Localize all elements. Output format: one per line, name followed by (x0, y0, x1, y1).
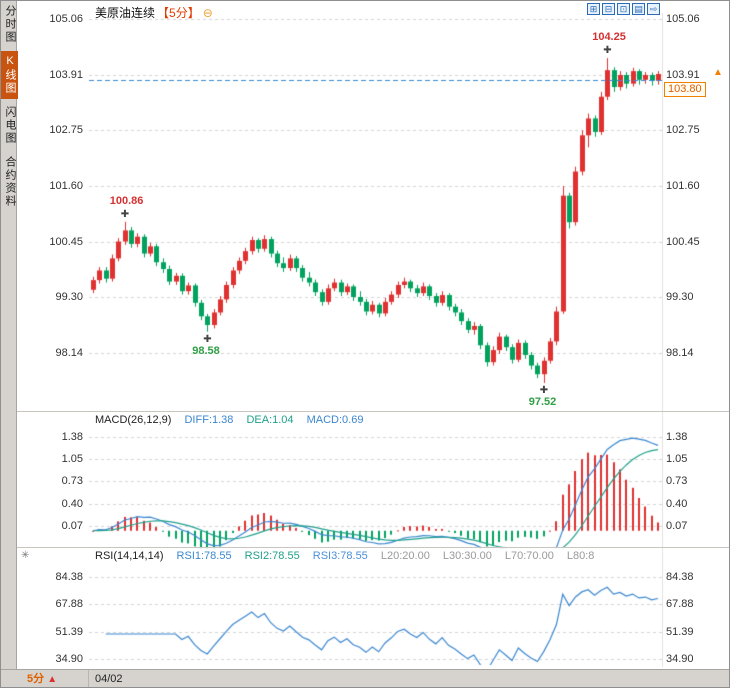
price-annotation: 98.58 (192, 344, 220, 357)
y-axis-tick: 99.30 (55, 291, 83, 303)
y-axis-tick: 51.39 (666, 625, 694, 638)
y-axis-tick: 67.88 (55, 598, 83, 611)
page-forward-icon[interactable]: ⇨ (647, 3, 660, 15)
annotation-cross-icon: ✚ (603, 45, 612, 57)
rsi3-value: RSI3:78.55 (312, 550, 368, 562)
sidebar-tab-1[interactable]: K线图 (1, 51, 18, 99)
y-axis-tick: 102.75 (666, 124, 700, 137)
macd-macd-value: MACD:0.69 (306, 414, 364, 426)
y-axis-tick: 34.90 (55, 653, 83, 665)
price-annotation: 104.25 (592, 31, 626, 44)
annotation-cross-icon: ✚ (539, 384, 549, 396)
period-label: 5分 (27, 673, 45, 685)
price-annotation: 97.52 (528, 395, 557, 408)
sidebar-tab-3[interactable]: 合约资料 (4, 156, 16, 208)
period-arrow-icon: ▲ (47, 674, 58, 685)
layout-single-icon[interactable]: ⊡ (617, 3, 630, 15)
rsi1-value: RSI1:78.55 (176, 550, 232, 562)
y-axis-tick: 1.38 (666, 431, 688, 443)
rsi-l80-level: L80:8 (566, 550, 595, 562)
y-axis-tick: 51.39 (55, 625, 83, 638)
macd-diff-value: DIFF:1.38 (184, 414, 234, 426)
x-axis-date-label: 04/02 (95, 673, 123, 685)
collapse-icon[interactable]: ⊖ (202, 6, 213, 20)
current-price-tag: 103.80 (664, 81, 706, 97)
y-axis-tick: 1.38 (61, 431, 83, 443)
y-axis-tick: 0.07 (666, 520, 688, 532)
symbol-title: 美原油连续 (95, 6, 156, 20)
annotation-cross-icon: ✚ (203, 333, 212, 345)
annotation-cross-icon: ✚ (120, 208, 130, 220)
layout-grid-icon[interactable]: ⊞ (587, 3, 600, 15)
y-axis-tick: 98.14 (666, 347, 694, 359)
y-axis-tick: 34.90 (666, 653, 694, 665)
sidebar: 分时图 K线图闪电图合约资料 (1, 1, 18, 669)
y-axis-tick: 67.88 (666, 598, 694, 611)
y-axis-tick: 102.75 (49, 124, 83, 137)
y-axis-tick: 101.60 (49, 180, 83, 192)
rsi-l70-level: L70:70.00 (504, 550, 554, 562)
period-tag: 【5分】 (157, 6, 200, 20)
rsi2-value: RSI2:78.55 (244, 550, 300, 562)
y-axis-tick: 103.91 (666, 68, 700, 81)
y-axis-tick: 0.73 (61, 475, 83, 488)
y-axis-tick: 1.05 (61, 453, 83, 466)
rsi-l20-level: L20:20.00 (380, 550, 430, 562)
rsi-l30-level: L30:30.00 (442, 550, 492, 562)
y-axis-tick: 0.07 (61, 520, 83, 532)
macd-header: MACD(26,12,9) DIFF:1.38 DEA:1.04 MACD:0.… (95, 414, 373, 426)
y-axis-tick: 0.40 (666, 497, 688, 510)
price-annotation: 100.86 (109, 194, 144, 207)
y-axis-tick: 98.14 (55, 347, 83, 359)
sidebar-tab-0[interactable]: 分时图 (4, 5, 16, 44)
price-alert-arrow[interactable]: ▲ (713, 66, 723, 78)
y-axis-tick: 105.06 (49, 13, 83, 25)
y-axis-tick: 100.45 (666, 235, 700, 248)
chart-toolbar: ⊞ ⊟ ⊡ ▤ ⇨ (587, 3, 660, 15)
bottom-bar: 5分 ▲ 04/02 (1, 669, 729, 687)
rsi-title: RSI(14,14,14) (95, 550, 164, 562)
y-axis-tick: 100.45 (49, 235, 83, 248)
y-axis-tick: 84.38 (666, 571, 694, 583)
period-selector[interactable]: 5分 ▲ (1, 670, 89, 687)
y-axis-tick: 99.30 (666, 291, 694, 303)
layout-rows-icon[interactable]: ▤ (632, 3, 645, 15)
y-axis-tick: 103.91 (49, 68, 83, 81)
panel-divider (17, 411, 729, 412)
sidebar-tab-2[interactable]: 闪电图 (4, 106, 16, 145)
macd-dea-value: DEA:1.04 (246, 414, 294, 426)
macd-title: MACD(26,12,9) (95, 414, 172, 426)
y-axis-tick: 0.73 (666, 475, 688, 488)
y-axis-tick: 101.60 (666, 180, 700, 192)
indicator-settings-icon[interactable]: ✳ (21, 550, 30, 561)
y-axis-tick: 84.38 (55, 571, 83, 583)
y-axis-tick: 105.06 (666, 13, 700, 25)
y-axis-tick: 0.40 (61, 497, 83, 510)
chart-header: 美原油连续 【5分】 ⊖ (95, 4, 213, 21)
y-axis-tick: 1.05 (666, 453, 688, 466)
rsi-header: RSI(14,14,14) RSI1:78.55 RSI2:78.55 RSI3… (95, 550, 604, 562)
layout-vertical-icon[interactable]: ⊟ (602, 3, 615, 15)
panel-divider (17, 547, 729, 548)
